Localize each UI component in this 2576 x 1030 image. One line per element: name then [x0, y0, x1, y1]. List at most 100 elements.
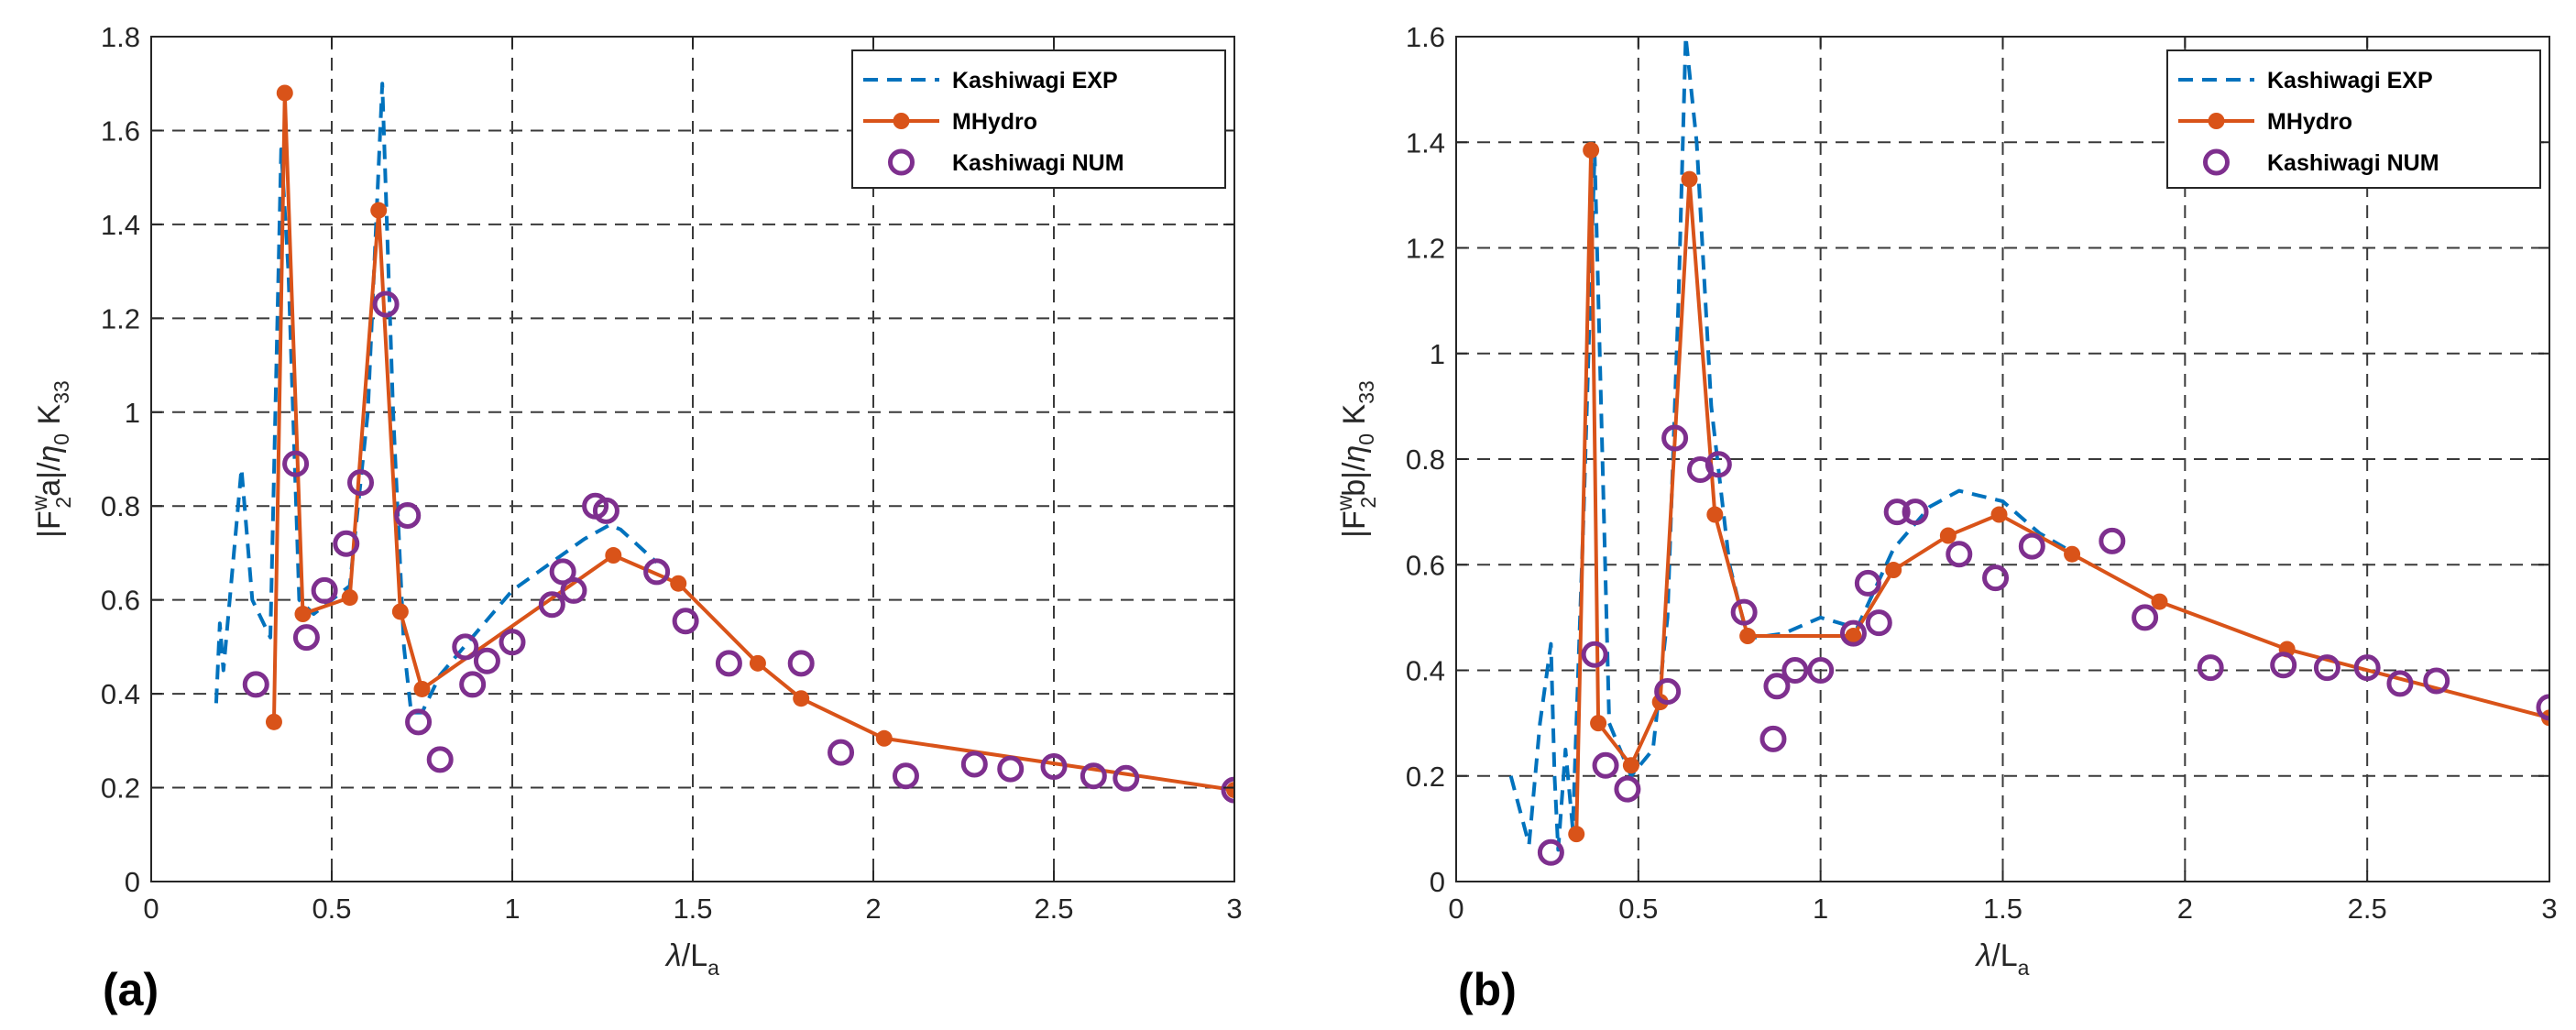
- mhydro-point: [1681, 170, 1698, 188]
- kashiwagi-num-point: [473, 647, 500, 674]
- kashiwagi-num-point: [2423, 667, 2450, 695]
- kashiwagi-num-point: [1592, 751, 1619, 779]
- y-tick-label: 0.2: [1406, 761, 1445, 793]
- kashiwagi-num-point: [2536, 694, 2549, 721]
- mhydro-point: [1739, 628, 1757, 645]
- x-tick-label: 2: [865, 893, 881, 925]
- panel-label: (b): [1458, 964, 1517, 1015]
- x-tick-label: 1: [1813, 893, 1828, 925]
- kashiwagi-num-point: [892, 762, 919, 790]
- kashiwagi-num-point: [1759, 725, 1787, 752]
- kashiwagi-num-point: [394, 501, 422, 529]
- kashiwagi-num-point: [2197, 654, 2224, 682]
- x-tick-label: 0: [143, 893, 159, 925]
- series-group: [1508, 37, 2549, 866]
- legend-marker-mhydro: [893, 113, 910, 129]
- y-tick-label: 1.6: [101, 115, 140, 147]
- kashiwagi-num-point: [1661, 424, 1689, 452]
- kashiwagi-num-point: [1654, 678, 1682, 706]
- kashiwagi-num-point: [1537, 838, 1564, 866]
- kashiwagi-num-point: [311, 576, 338, 604]
- kashiwagi-num-point: [1865, 609, 1892, 637]
- tick-labels: 0 0.5 1 1.5 2 2.5 3 0 0.2 0.4 0.6 0.8 1 1.2 1.4 1.6: [1406, 21, 2558, 925]
- kashiwagi-num-point: [2386, 670, 2414, 697]
- kashiwagi-num-point: [242, 671, 269, 698]
- legend: Kashiwagi EXP MHydro Kashiwagi NUM: [2166, 49, 2541, 189]
- legend-marker-kashiwagi-num: [888, 148, 915, 176]
- kashiwagi-num-point: [1040, 753, 1068, 781]
- kashiwagi-num-point: [372, 290, 400, 318]
- mhydro-point: [413, 680, 431, 697]
- legend-label-kashiwagi-num: Kashiwagi NUM: [952, 150, 1124, 176]
- x-tick-label: 2.5: [2348, 893, 2387, 925]
- kashiwagi-num-point: [426, 746, 454, 773]
- x-tick-label: 3: [1226, 893, 1242, 925]
- panel-label: (a): [103, 964, 159, 1015]
- y-tick-label: 0: [125, 866, 140, 898]
- legend-label-kashiwagi-exp: Kashiwagi EXP: [952, 68, 1118, 93]
- legend-label-mhydro: MHydro: [2267, 109, 2352, 135]
- kashiwagi-num-point: [2132, 604, 2159, 631]
- kashiwagi-num-point: [282, 450, 310, 477]
- y-tick-label: 0.4: [101, 678, 140, 710]
- mhydro-point: [875, 729, 893, 747]
- kashiwagi-num-point: [643, 558, 671, 586]
- kashiwagi-num-point: [997, 755, 1025, 783]
- x-tick-label: 0.5: [1618, 893, 1658, 925]
- y-tick-label: 0.8: [1406, 444, 1445, 476]
- mhydro-point: [749, 654, 766, 672]
- x-tick-label: 1: [504, 893, 520, 925]
- kashiwagi-num-point: [1730, 598, 1758, 626]
- x-tick-label: 1.5: [1983, 893, 2022, 925]
- kashiwagi-num-point: [2353, 654, 2381, 682]
- y-axis-label: |Fw2b|/η0 K33: [1332, 380, 1380, 538]
- mhydro-point: [1226, 782, 1234, 799]
- kashiwagi-num-point: [1614, 775, 1641, 803]
- kashiwagi-exp-line: [214, 82, 658, 715]
- mhydro-point: [370, 202, 388, 219]
- grid: [151, 37, 1234, 882]
- kashiwagi-num-point: [1902, 499, 1929, 526]
- mhydro-point: [1845, 628, 1862, 645]
- x-axis-label: λ/La: [664, 938, 719, 980]
- mhydro-point: [1583, 141, 1600, 159]
- kashiwagi-num-point: [1113, 764, 1140, 792]
- mhydro-point: [1568, 826, 1585, 843]
- y-tick-label: 1: [1430, 338, 1445, 370]
- mhydro-point: [1706, 506, 1724, 523]
- kashiwagi-num-point: [2099, 527, 2126, 554]
- mhydro-point: [1622, 757, 1639, 774]
- mhydro-point: [2151, 593, 2168, 610]
- legend-label-kashiwagi-exp: Kashiwagi EXP: [2267, 68, 2433, 93]
- x-axis-label: λ/La: [1975, 938, 2030, 980]
- kashiwagi-num-point: [672, 608, 699, 635]
- kashiwagi-num-point: [538, 591, 565, 619]
- kashiwagi-exp-line: [1508, 37, 2077, 852]
- y-tick-label: 0.6: [1406, 549, 1445, 581]
- kashiwagi-num-point: [1839, 619, 1867, 647]
- mhydro-point: [1990, 506, 2008, 523]
- mhydro-point: [670, 575, 687, 592]
- x-tick-label: 2: [2177, 893, 2193, 925]
- kashiwagi-num-point: [1221, 776, 1234, 804]
- series-group: [214, 82, 1234, 804]
- mhydro-line: [1574, 148, 2549, 835]
- kashiwagi-num-point: [1705, 451, 1732, 478]
- kashiwagi-num-point: [1080, 762, 1107, 790]
- y-tick-label: 1.6: [1406, 21, 1445, 53]
- kashiwagi-num-point: [1581, 641, 1608, 668]
- y-tick-label: 1: [125, 397, 140, 429]
- kashiwagi-num-point: [960, 751, 988, 778]
- kashiwagi-num-point: [560, 576, 587, 604]
- kashiwagi-num-point: [452, 633, 479, 661]
- y-tick-label: 1.8: [101, 21, 140, 53]
- mhydro-point: [391, 603, 409, 620]
- y-tick-label: 0.6: [101, 585, 140, 617]
- kashiwagi-num-point: [2313, 654, 2340, 682]
- mhydro-point: [294, 606, 312, 623]
- kashiwagi-num-point: [1807, 657, 1835, 684]
- kashiwagi-num-point: [1854, 569, 1881, 597]
- y-tick-label: 0: [1430, 866, 1445, 898]
- y-tick-label: 1.4: [1406, 126, 1445, 159]
- mhydro-point: [1939, 527, 1957, 544]
